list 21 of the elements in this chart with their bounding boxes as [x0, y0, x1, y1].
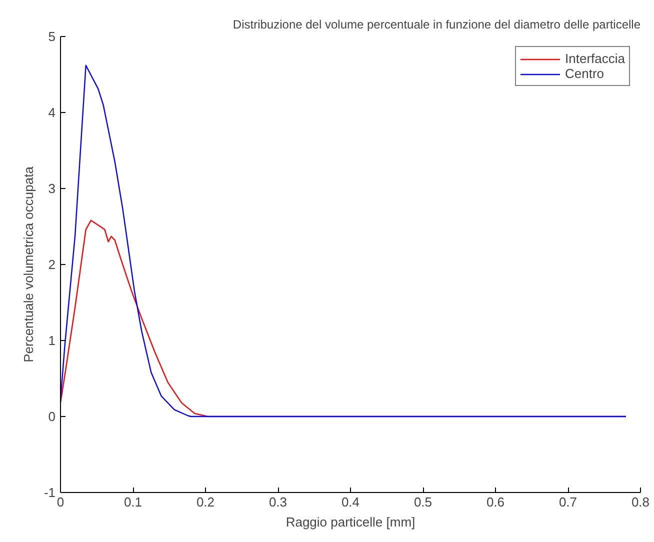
y-tick-label: 1 — [48, 333, 56, 348]
x-tick-label: 0.1 — [124, 494, 142, 510]
x-tick-label: 0.3 — [268, 494, 288, 510]
chart-title: Distribuzione del volume percentuale in funzione del diametro delle particelle — [232, 18, 641, 32]
line-series — [60, 64, 627, 418]
y-tick-label: 4 — [48, 105, 56, 120]
y-tick-label: 2 — [48, 257, 56, 272]
y-tick-label: 3 — [48, 181, 56, 196]
x-tick-label: 0.5 — [414, 494, 432, 510]
x-axis-title: Raggio particelle [mm] — [286, 514, 416, 530]
x-tick-label: 0.4 — [341, 494, 360, 510]
y-axis-title: Percentuale volumetrica occupata — [20, 166, 36, 362]
x-tick-label: 0.6 — [486, 494, 505, 510]
x-tick-label: 0.7 — [558, 494, 578, 510]
legend-label: Centro — [565, 66, 604, 81]
legend-label: Interfaccia — [565, 51, 625, 66]
y-tick-label: 5 — [48, 29, 56, 44]
y-tick-label: -1 — [44, 485, 56, 500]
y-tick-label: 0 — [48, 409, 56, 424]
x-tick-label: 0.8 — [631, 494, 650, 510]
x-tick-label: 0.2 — [196, 494, 215, 510]
